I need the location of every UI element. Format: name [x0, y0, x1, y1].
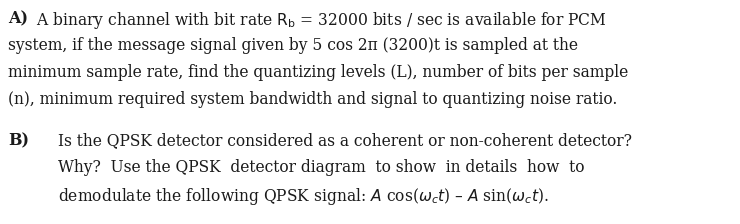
Text: A binary channel with bit rate $\mathrm{R_b}$ = 32000 bits / sec is available fo: A binary channel with bit rate $\mathrm{…	[36, 10, 607, 31]
Text: minimum sample rate, find the quantizing levels (L), number of bits per sample: minimum sample rate, find the quantizing…	[8, 64, 628, 81]
Text: system, if the message signal given by 5 cos 2π (3200)t is sampled at the: system, if the message signal given by 5…	[8, 37, 578, 54]
Text: Why?  Use the QPSK  detector diagram  to show  in details  how  to: Why? Use the QPSK detector diagram to sh…	[58, 159, 585, 176]
Text: Is the QPSK detector considered as a coherent or non-coherent detector?: Is the QPSK detector considered as a coh…	[58, 132, 632, 149]
Text: demodulate the following QPSK signal: $A$ cos($\omega_c t$) – $A$ sin($\omega_c : demodulate the following QPSK signal: $A…	[58, 186, 549, 207]
Text: (n), minimum required system bandwidth and signal to quantizing noise ratio.: (n), minimum required system bandwidth a…	[8, 91, 617, 108]
Text: B): B)	[8, 132, 29, 149]
Text: A): A)	[8, 10, 28, 27]
